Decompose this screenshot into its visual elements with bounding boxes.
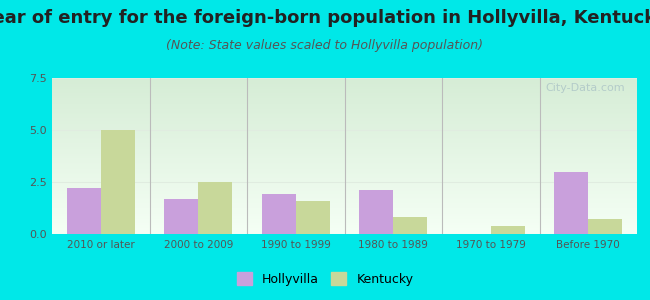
Text: Year of entry for the foreign-born population in Hollyvilla, Kentucky: Year of entry for the foreign-born popul… — [0, 9, 650, 27]
Bar — [359, 190, 393, 234]
Bar — [393, 218, 428, 234]
Bar — [554, 172, 588, 234]
Bar — [164, 199, 198, 234]
Bar — [101, 130, 135, 234]
Text: City-Data.com: City-Data.com — [545, 83, 625, 93]
Bar — [588, 219, 623, 234]
Bar — [491, 226, 525, 234]
Bar — [198, 182, 233, 234]
Legend: Hollyvilla, Kentucky: Hollyvilla, Kentucky — [232, 267, 418, 291]
Bar — [66, 188, 101, 234]
Text: (Note: State values scaled to Hollyvilla population): (Note: State values scaled to Hollyvilla… — [166, 39, 484, 52]
Bar — [296, 201, 330, 234]
Bar — [261, 194, 296, 234]
